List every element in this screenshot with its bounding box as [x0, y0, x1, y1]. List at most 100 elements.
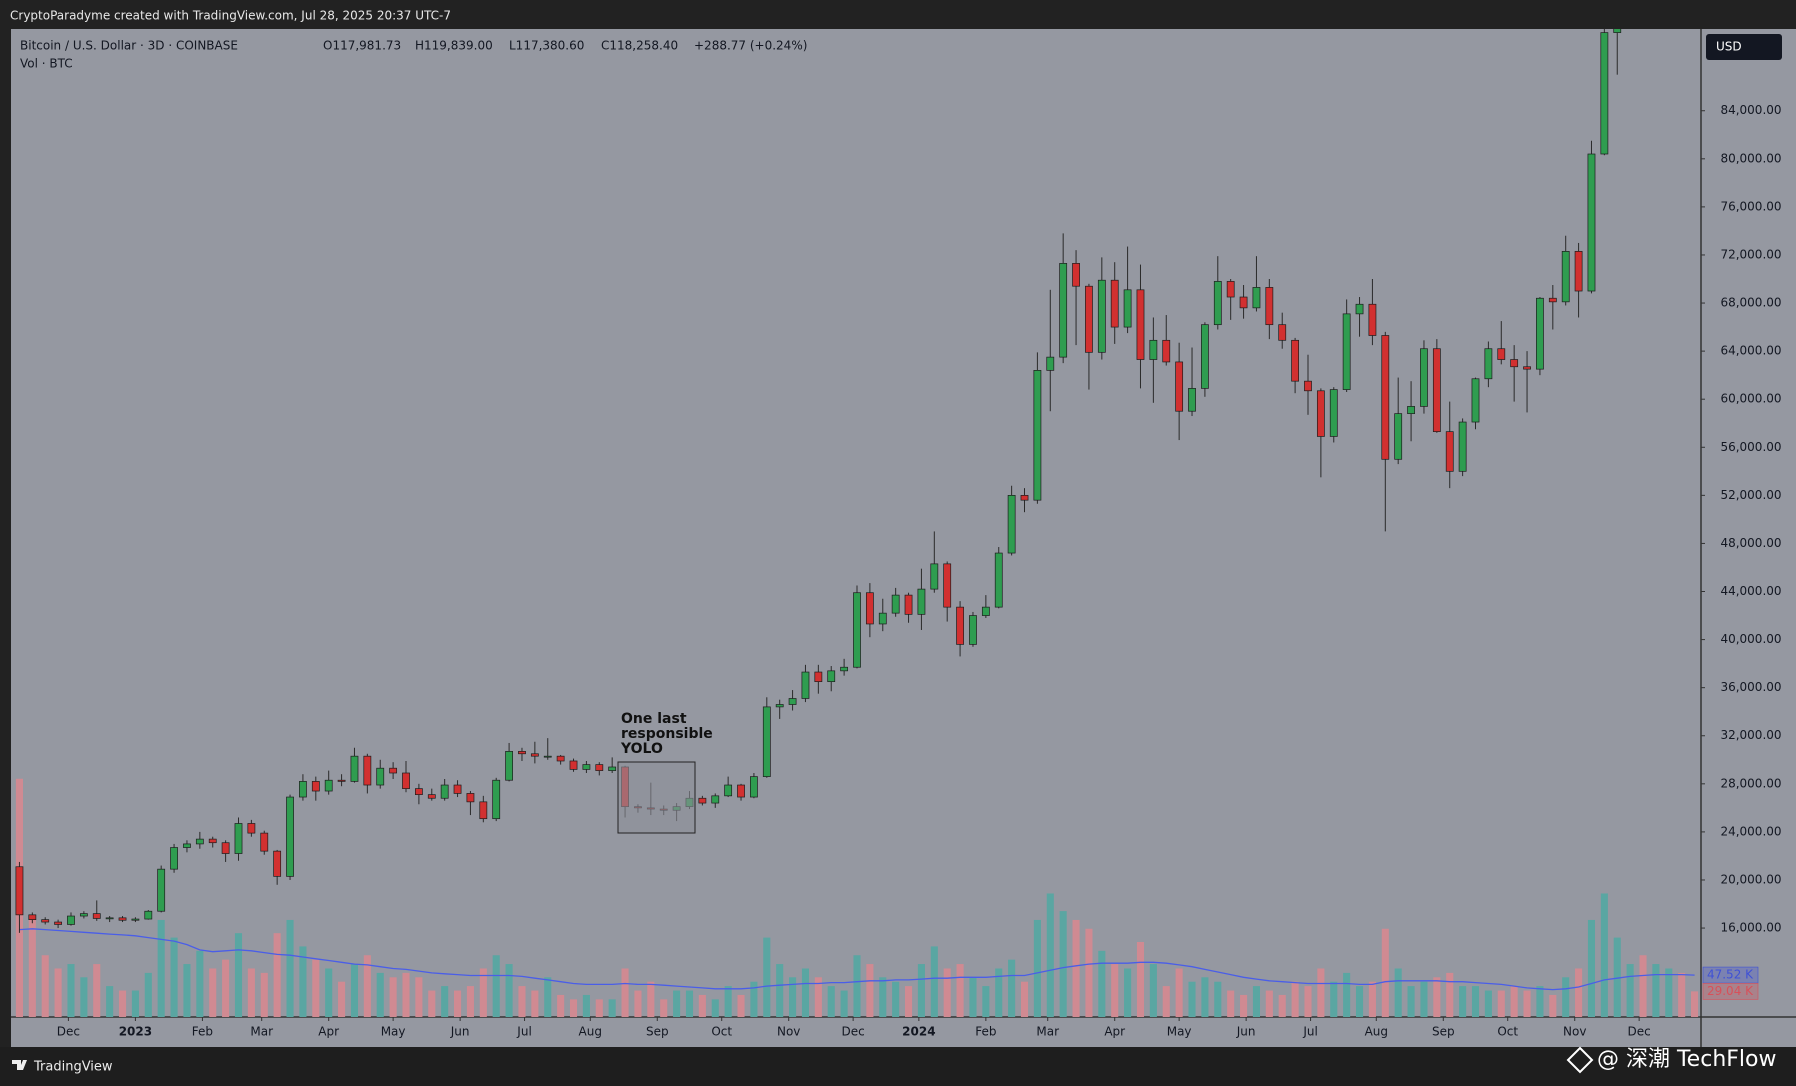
volume-bar — [28, 919, 36, 1017]
volume-bar — [724, 986, 732, 1017]
candle-body — [1394, 413, 1403, 460]
volume-bar — [969, 977, 977, 1017]
y-tick-label: 68,000.00 — [1720, 296, 1781, 310]
x-tick-label: Mar — [250, 1025, 273, 1039]
candle-body — [582, 764, 591, 770]
x-tick-label: Nov — [1563, 1025, 1586, 1039]
candle-body — [1497, 348, 1506, 360]
x-tick-label: Apr — [318, 1025, 339, 1039]
volume-bar — [389, 977, 397, 1017]
candle-body — [1510, 359, 1519, 368]
x-tick-label: 2024 — [902, 1025, 935, 1039]
candle-body — [1085, 285, 1093, 353]
y-tick-label: 36,000.00 — [1720, 680, 1781, 694]
volume-bar — [1046, 893, 1054, 1017]
volume-bar — [1098, 950, 1106, 1017]
candle-body — [1020, 495, 1029, 501]
volume-bar — [1330, 981, 1338, 1017]
volume-bar — [1510, 986, 1518, 1017]
candle-body — [492, 779, 501, 820]
y-tick-label: 32,000.00 — [1720, 728, 1781, 742]
candle-body — [724, 784, 733, 797]
candle-body — [1175, 361, 1184, 412]
candle-body — [1304, 380, 1312, 392]
candle-body — [1407, 406, 1415, 414]
candle-body — [427, 794, 436, 799]
x-tick-label: Jul — [516, 1025, 531, 1039]
candle-body — [208, 838, 217, 844]
volume-bar — [222, 959, 230, 1017]
candle-body — [311, 781, 320, 792]
candle-body — [801, 671, 810, 699]
candle-body — [943, 563, 952, 608]
x-tick-label: Dec — [1628, 1025, 1651, 1039]
x-tick-label: Jun — [1236, 1025, 1256, 1039]
brand-logo — [12, 1060, 27, 1070]
volume-bar — [299, 946, 307, 1017]
volume-bar — [1368, 981, 1376, 1017]
candle-body — [299, 781, 307, 798]
candle-body — [41, 919, 50, 923]
candle-body — [1432, 348, 1441, 433]
candle-body — [337, 779, 346, 782]
volume-bar — [505, 964, 513, 1017]
volume-bar — [415, 977, 423, 1017]
volume-bar — [234, 933, 243, 1017]
volume-bar — [1678, 972, 1686, 1017]
legend: Bitcoin / U.S. Dollar · 3D · COINBASE O1… — [20, 39, 807, 71]
currency[interactable]: USD — [1716, 40, 1742, 54]
volume-bar — [1549, 994, 1557, 1017]
volume-bar — [737, 994, 745, 1017]
candle-body — [440, 784, 449, 799]
volume-bar — [557, 994, 565, 1017]
candle-body — [183, 843, 191, 848]
volume-bar — [1111, 964, 1119, 1017]
currency-box[interactable] — [1706, 34, 1782, 60]
ohlc-change: +288.77 (+0.24%) — [694, 39, 807, 53]
candle-body — [930, 563, 939, 590]
x-tick-label: Apr — [1104, 1025, 1125, 1039]
candle-body — [1368, 303, 1377, 336]
y-tick-label: 28,000.00 — [1720, 776, 1781, 790]
candle-body — [505, 751, 513, 781]
candle-body — [904, 594, 913, 615]
candle-body — [1445, 431, 1454, 472]
volume-bar — [750, 981, 758, 1017]
candle-body — [1574, 251, 1583, 292]
candle-body — [92, 913, 101, 919]
brand: TradingView — [33, 1060, 113, 1075]
candle-body — [1123, 289, 1132, 328]
x-tick-label: Mar — [1036, 1025, 1059, 1039]
volume-bar — [183, 964, 191, 1017]
candle-body — [1188, 388, 1196, 412]
candle-body — [170, 847, 178, 870]
candle-body — [1252, 287, 1261, 309]
volume-bar — [595, 999, 603, 1017]
ohlc-close: C118,258.40 — [601, 39, 678, 53]
volume-bar — [569, 999, 578, 1017]
candle-body — [737, 784, 745, 798]
volume-bar — [917, 964, 925, 1017]
candle-body — [1033, 370, 1042, 501]
candle-body — [1587, 153, 1596, 292]
candle-body — [878, 612, 887, 625]
candle-body — [1239, 296, 1248, 309]
candle-body — [1458, 421, 1467, 472]
volume-bar — [338, 981, 346, 1017]
volume-bar — [1691, 991, 1699, 1017]
candle-body — [1278, 324, 1287, 341]
candle-body — [221, 842, 230, 854]
candle-body — [286, 796, 294, 877]
candle-body — [969, 615, 977, 645]
candle-body — [530, 753, 539, 757]
volume-bar — [711, 999, 719, 1017]
volume-value-label: 29.04 K — [1707, 984, 1754, 998]
candle-body — [1059, 263, 1068, 358]
volume-bar — [363, 955, 371, 1017]
candle-body — [118, 917, 127, 921]
volume-bar — [892, 981, 900, 1017]
symbol: Bitcoin / U.S. Dollar · 3D · COINBASE — [20, 39, 238, 53]
candle-body — [750, 776, 758, 798]
candle-body — [1291, 339, 1300, 382]
candle-body — [105, 917, 114, 920]
